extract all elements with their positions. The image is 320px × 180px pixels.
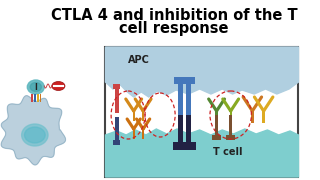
Bar [37, 94, 39, 102]
Bar [132, 111, 135, 121]
Bar [34, 94, 36, 102]
Bar [186, 115, 191, 147]
Polygon shape [106, 47, 299, 97]
Bar [114, 140, 120, 145]
Ellipse shape [22, 124, 48, 146]
Bar [115, 117, 119, 142]
Bar [142, 111, 144, 121]
Bar [114, 84, 120, 89]
Bar [115, 85, 119, 113]
Ellipse shape [52, 82, 65, 91]
Bar [226, 135, 236, 140]
Bar [179, 115, 183, 147]
Bar [142, 129, 144, 139]
Text: I: I [34, 82, 37, 91]
Ellipse shape [25, 127, 45, 143]
Text: T cell: T cell [213, 147, 243, 157]
Bar [229, 111, 232, 121]
Bar [132, 129, 135, 139]
Bar [229, 115, 232, 137]
Bar [31, 94, 33, 102]
Bar [186, 77, 191, 115]
Bar [174, 77, 188, 84]
Text: CTLA 4 and inhibition of the T: CTLA 4 and inhibition of the T [51, 8, 298, 23]
Bar [262, 111, 265, 123]
Text: APC: APC [127, 55, 149, 65]
Ellipse shape [30, 82, 41, 91]
Ellipse shape [27, 80, 44, 94]
Polygon shape [106, 129, 299, 177]
Bar [181, 142, 196, 150]
Polygon shape [1, 96, 66, 165]
Bar [212, 135, 221, 140]
Text: cell response: cell response [119, 21, 229, 36]
Bar [173, 142, 188, 150]
Bar [215, 111, 218, 121]
Bar [251, 111, 253, 123]
Bar [182, 77, 195, 84]
Bar [179, 77, 183, 115]
Bar [106, 47, 299, 177]
Bar [215, 115, 218, 137]
Bar [40, 94, 41, 102]
